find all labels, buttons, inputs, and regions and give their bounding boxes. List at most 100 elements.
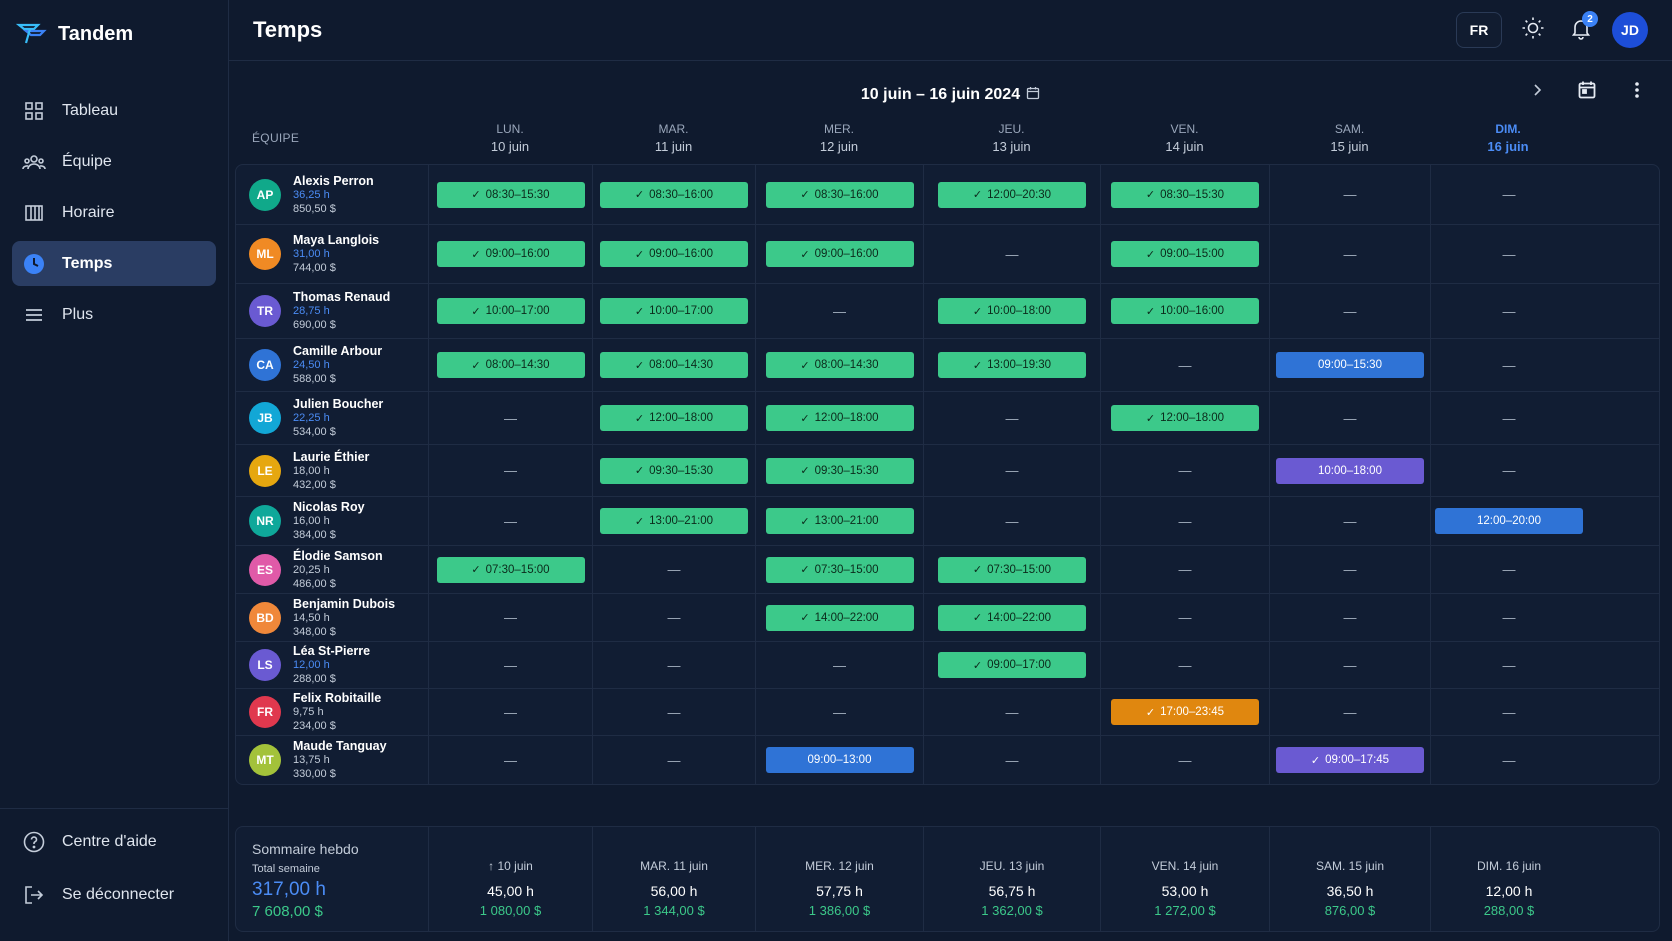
shift-cell[interactable]: ✓ 09:00–15:00 <box>1101 225 1270 283</box>
shift-cell[interactable]: — <box>1270 392 1431 444</box>
shift-cell[interactable]: ✓ 07:30–15:00 <box>756 546 924 593</box>
shift-cell[interactable]: ✓ 08:30–15:30 <box>1101 165 1270 224</box>
shift-cell[interactable]: 09:00–13:00 <box>756 736 924 784</box>
shift-cell[interactable]: — <box>429 392 593 444</box>
shift-cell[interactable]: ✓ 10:00–16:00 <box>1101 284 1270 338</box>
shift-cell[interactable]: ✓ 12:00–18:00 <box>756 392 924 444</box>
shift-cell[interactable]: ✓ 13:00–21:00 <box>756 497 924 545</box>
shift-cell[interactable]: — <box>593 736 756 784</box>
shift-cell[interactable]: — <box>1431 642 1587 688</box>
sidebar-item-temps[interactable]: Temps <box>12 241 216 286</box>
sidebar-item-tableau[interactable]: Tableau <box>12 88 216 133</box>
shift-cell[interactable]: 09:00–15:30 <box>1270 339 1431 391</box>
shift-block[interactable]: ✓ 09:00–15:00 <box>1111 241 1259 267</box>
shift-cell[interactable]: 12:00–20:00 <box>1431 497 1587 545</box>
employee-cell[interactable]: LE Laurie Éthier 18,00 h 432,00 $ <box>236 445 429 496</box>
shift-cell[interactable]: ✓ 10:00–17:00 <box>593 284 756 338</box>
shift-cell[interactable]: ✓ 09:00–16:00 <box>429 225 593 283</box>
shift-cell[interactable]: ✓ 08:30–16:00 <box>593 165 756 224</box>
shift-block[interactable]: ✓ 10:00–16:00 <box>1111 298 1259 324</box>
shift-block[interactable]: ✓ 13:00–21:00 <box>765 508 914 534</box>
shift-block[interactable]: ✓ 13:00–21:00 <box>600 508 748 534</box>
shift-cell[interactable]: — <box>1431 339 1587 391</box>
shift-cell[interactable]: — <box>1101 594 1270 641</box>
shift-cell[interactable]: ✓ 17:00–23:45 <box>1101 689 1270 735</box>
shift-block[interactable]: ✓ 17:00–23:45 <box>1111 699 1259 725</box>
sidebar-item-plus[interactable]: Plus <box>12 292 216 337</box>
shift-cell[interactable]: ✓ 10:00–17:00 <box>429 284 593 338</box>
shift-cell[interactable]: — <box>1101 497 1270 545</box>
shift-cell[interactable]: 10:00–18:00 <box>1270 445 1431 496</box>
shift-block[interactable]: ✓ 09:00–16:00 <box>765 241 914 267</box>
shift-cell[interactable]: ✓ 09:00–16:00 <box>756 225 924 283</box>
shift-cell[interactable]: ✓ 08:30–15:30 <box>429 165 593 224</box>
shift-cell[interactable]: — <box>924 736 1101 784</box>
shift-block[interactable]: ✓ 08:30–15:30 <box>436 181 585 208</box>
shift-cell[interactable]: — <box>1431 445 1587 496</box>
help-center-link[interactable]: Centre d'aide <box>12 819 216 864</box>
shift-cell[interactable]: ✓ 09:30–15:30 <box>756 445 924 496</box>
shift-cell[interactable]: — <box>593 689 756 735</box>
shift-cell[interactable]: — <box>1101 642 1270 688</box>
sidebar-item-horaire[interactable]: Horaire <box>12 190 216 235</box>
shift-cell[interactable]: — <box>429 642 593 688</box>
employee-cell[interactable]: NR Nicolas Roy 16,00 h 384,00 $ <box>236 497 429 545</box>
shift-cell[interactable]: — <box>756 689 924 735</box>
shift-block[interactable]: ✓ 09:30–15:30 <box>600 457 748 484</box>
language-button[interactable]: FR <box>1456 12 1502 48</box>
shift-cell[interactable]: — <box>924 225 1101 283</box>
shift-cell[interactable]: — <box>1101 546 1270 593</box>
shift-cell[interactable]: — <box>1101 736 1270 784</box>
shift-block[interactable]: ✓ 14:00–22:00 <box>765 604 914 631</box>
shift-cell[interactable]: ✓ 07:30–15:00 <box>429 546 593 593</box>
shift-block[interactable]: ✓ 08:30–16:00 <box>765 181 914 208</box>
shift-block[interactable]: ✓ 08:00–14:30 <box>765 352 914 378</box>
shift-block[interactable]: ✓ 09:00–17:45 <box>1276 747 1424 773</box>
theme-toggle[interactable] <box>1516 13 1550 47</box>
user-avatar[interactable]: JD <box>1612 12 1648 48</box>
shift-cell[interactable]: ✓ 09:30–15:30 <box>593 445 756 496</box>
shift-cell[interactable]: ✓ 14:00–22:00 <box>756 594 924 641</box>
shift-cell[interactable]: — <box>1270 689 1431 735</box>
shift-cell[interactable]: — <box>756 284 924 338</box>
shift-cell[interactable]: — <box>1431 225 1587 283</box>
shift-cell[interactable]: ✓ 14:00–22:00 <box>924 594 1101 641</box>
shift-cell[interactable]: — <box>1270 497 1431 545</box>
shift-cell[interactable]: ✓ 10:00–18:00 <box>924 284 1101 338</box>
shift-cell[interactable]: ✓ 07:30–15:00 <box>924 546 1101 593</box>
shift-cell[interactable]: — <box>1431 594 1587 641</box>
shift-block[interactable]: 09:00–13:00 <box>765 747 914 773</box>
employee-cell[interactable]: ML Maya Langlois 31,00 h 744,00 $ <box>236 225 429 283</box>
shift-cell[interactable]: ✓ 09:00–17:00 <box>924 642 1101 688</box>
shift-cell[interactable]: — <box>924 497 1101 545</box>
shift-block[interactable]: ✓ 09:00–16:00 <box>600 241 748 267</box>
employee-cell[interactable]: AP Alexis Perron 36,25 h 850,50 $ <box>236 165 429 224</box>
shift-cell[interactable]: — <box>593 546 756 593</box>
shift-block[interactable]: ✓ 07:30–15:00 <box>436 556 585 583</box>
employee-cell[interactable]: LS Léa St-Pierre 12,00 h 288,00 $ <box>236 642 429 688</box>
shift-block[interactable]: 10:00–18:00 <box>1276 457 1424 484</box>
shift-cell[interactable]: ✓ 13:00–19:30 <box>924 339 1101 391</box>
shift-block[interactable]: ✓ 12:00–20:30 <box>938 181 1086 208</box>
shift-cell[interactable]: ✓ 12:00–18:00 <box>593 392 756 444</box>
shift-cell[interactable]: ✓ 13:00–21:00 <box>593 497 756 545</box>
shift-cell[interactable]: — <box>429 736 593 784</box>
shift-cell[interactable]: ✓ 09:00–17:45 <box>1270 736 1431 784</box>
shift-block[interactable]: ✓ 10:00–18:00 <box>938 298 1086 324</box>
shift-cell[interactable]: — <box>1101 445 1270 496</box>
shift-block[interactable]: ✓ 08:00–14:30 <box>436 352 585 378</box>
shift-block[interactable]: 09:00–15:30 <box>1276 352 1424 378</box>
calendar-button[interactable] <box>1574 79 1600 105</box>
shift-block[interactable]: ✓ 10:00–17:00 <box>600 298 748 324</box>
shift-cell[interactable]: — <box>1270 284 1431 338</box>
shift-block[interactable]: ✓ 12:00–18:00 <box>765 405 914 431</box>
shift-block[interactable]: ✓ 08:30–16:00 <box>600 181 748 208</box>
shift-cell[interactable]: — <box>1431 546 1587 593</box>
shift-cell[interactable]: ✓ 08:00–14:30 <box>593 339 756 391</box>
shift-block[interactable]: ✓ 09:30–15:30 <box>765 457 914 484</box>
shift-cell[interactable]: — <box>1431 689 1587 735</box>
shift-cell[interactable]: — <box>1270 642 1431 688</box>
shift-block[interactable]: ✓ 09:00–16:00 <box>436 241 585 267</box>
shift-cell[interactable]: — <box>924 689 1101 735</box>
shift-cell[interactable]: ✓ 12:00–20:30 <box>924 165 1101 224</box>
